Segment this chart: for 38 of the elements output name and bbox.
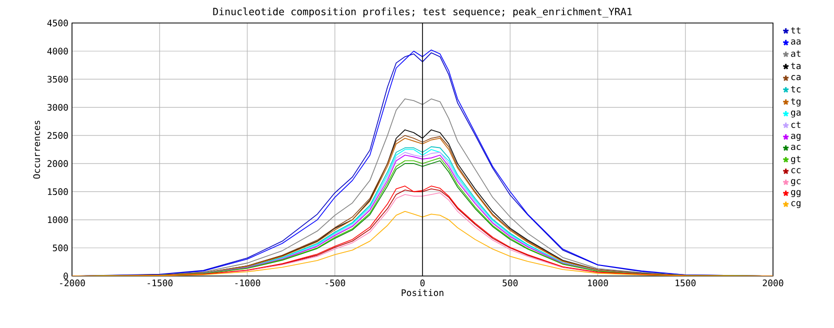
- legend-label: cg: [791, 201, 800, 208]
- y-tick-label: 3500: [47, 76, 68, 83]
- x-tick-label: 2000: [762, 280, 784, 286]
- legend-label: ga: [791, 110, 801, 118]
- y-tick-label: 1500: [48, 188, 68, 196]
- y-tick-label: 2500: [48, 132, 68, 139]
- legend-label: ta: [791, 62, 801, 70]
- legend-label: ac: [791, 144, 801, 150]
- y-tick-label: 0: [64, 272, 68, 280]
- x-tick-label: 1000: [588, 280, 608, 286]
- legend-label: tg: [791, 98, 800, 107]
- x-tick-label: -500: [326, 280, 346, 286]
- legend-label: ag: [791, 134, 800, 141]
- y-tick-label: 4000: [47, 48, 68, 54]
- y-tick-label: 4500: [47, 20, 68, 26]
- y-tick-label: 500: [52, 244, 68, 252]
- legend-label: at: [791, 50, 800, 57]
- y-tick-label: 3000: [47, 104, 68, 111]
- x-tick-label: 1500: [676, 280, 696, 286]
- x-axis-title: Position: [402, 289, 444, 296]
- x-tick-label: 0: [420, 280, 425, 286]
- y-axis-title: Occurrences: [33, 120, 40, 179]
- legend-label: gg: [791, 190, 800, 198]
- legend-label: tt: [791, 27, 800, 34]
- legend-label: gc: [791, 179, 801, 186]
- x-tick-label: -1000: [235, 280, 260, 286]
- y-tick-label: 1000: [48, 216, 68, 224]
- legend-label: gt: [791, 156, 800, 164]
- chart-title: Dinucleotide composition profiles; test sequence; peak_enrichment_YRA1: [213, 8, 632, 18]
- legend-label: ca: [791, 75, 801, 80]
- x-tick-label: -2000: [60, 280, 85, 286]
- legend-label: ct: [791, 122, 800, 128]
- legend-label: tc: [791, 86, 801, 92]
- y-tick-label: 2000: [48, 160, 68, 167]
- x-tick-label: -1500: [148, 280, 173, 286]
- legend-label: aa: [791, 39, 801, 45]
- x-tick-label: 500: [502, 280, 518, 286]
- legend-label: cc: [791, 168, 801, 174]
